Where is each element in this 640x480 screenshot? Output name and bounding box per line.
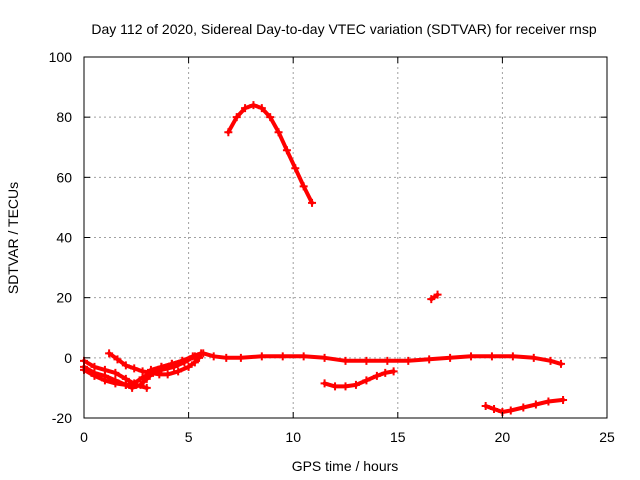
series-arc-7 — [320, 367, 398, 391]
data-point — [222, 353, 231, 362]
data-point — [121, 380, 130, 389]
data-point — [90, 371, 99, 380]
x-axis-label: GPS time / hours — [292, 458, 399, 474]
data-series — [80, 101, 568, 416]
series-arc-5 — [146, 349, 206, 374]
series-arc-9 — [481, 395, 568, 416]
y-tick-label: 80 — [56, 109, 72, 125]
data-point — [320, 353, 329, 362]
data-point — [163, 370, 172, 379]
data-point — [481, 401, 490, 410]
x-tick-label: 0 — [80, 429, 88, 445]
data-point — [136, 380, 145, 389]
data-point — [130, 364, 139, 373]
data-point — [157, 362, 166, 371]
x-tick-label: 25 — [599, 429, 615, 445]
data-point — [467, 352, 476, 361]
data-point — [299, 182, 308, 191]
data-point — [383, 356, 392, 365]
data-point — [274, 128, 283, 137]
data-point — [121, 361, 130, 370]
data-point — [404, 356, 413, 365]
data-point — [138, 367, 147, 376]
data-point — [167, 359, 176, 368]
data-point — [362, 356, 371, 365]
data-point — [224, 128, 233, 137]
data-point — [146, 365, 155, 374]
data-point — [433, 290, 442, 299]
data-point — [130, 379, 139, 388]
series-arc-8 — [427, 290, 442, 304]
data-point — [544, 397, 553, 406]
data-point — [190, 358, 199, 367]
data-point — [508, 352, 517, 361]
data-point — [529, 353, 538, 362]
data-point — [236, 353, 245, 362]
data-point — [291, 164, 300, 173]
data-point — [266, 113, 275, 122]
y-tick-label: 60 — [56, 169, 72, 185]
y-tick-label: 20 — [56, 290, 72, 306]
data-point — [556, 359, 565, 368]
data-point — [209, 352, 218, 361]
data-point — [257, 352, 266, 361]
data-point — [506, 406, 515, 415]
data-point — [282, 146, 291, 155]
x-tick-label: 5 — [185, 429, 193, 445]
data-point — [155, 370, 164, 379]
x-tick-label: 20 — [495, 429, 511, 445]
data-point — [105, 349, 114, 358]
data-point — [425, 355, 434, 364]
y-tick-label: 40 — [56, 230, 72, 246]
y-axis-label: SDTVAR / TECUs — [5, 182, 21, 294]
data-point — [100, 376, 109, 385]
data-point — [142, 383, 151, 392]
data-point — [249, 101, 258, 110]
data-point — [278, 352, 287, 361]
data-point — [320, 379, 329, 388]
data-point — [174, 367, 183, 376]
data-point — [299, 352, 308, 361]
data-point — [178, 356, 187, 365]
data-point — [351, 380, 360, 389]
data-point — [308, 198, 317, 207]
axes: 0 5 10 15 20 25 -20 0 20 40 60 80 100 — [49, 49, 615, 445]
y-tick-label: 100 — [49, 49, 73, 65]
chart-title: Day 112 of 2020, Sidereal Day-to-day VTE… — [91, 21, 596, 37]
data-point — [184, 362, 193, 371]
data-point — [531, 400, 540, 409]
data-point — [257, 104, 266, 113]
data-point — [113, 355, 122, 364]
data-point — [446, 353, 455, 362]
series-arc-3 — [80, 349, 565, 389]
data-point — [372, 371, 381, 380]
data-point — [111, 379, 120, 388]
data-point — [487, 352, 496, 361]
data-point — [490, 404, 499, 413]
data-point — [362, 376, 371, 385]
data-point — [341, 356, 350, 365]
data-point — [111, 368, 120, 377]
data-point — [546, 356, 555, 365]
x-tick-label: 15 — [390, 429, 406, 445]
data-point — [232, 113, 241, 122]
y-tick-label: -20 — [52, 410, 72, 426]
data-point — [559, 395, 568, 404]
data-point — [188, 352, 197, 361]
data-point — [241, 104, 250, 113]
x-tick-label: 10 — [285, 429, 301, 445]
y-tick-label: 0 — [64, 350, 72, 366]
data-point — [331, 382, 340, 391]
series-arc-6 — [224, 101, 317, 207]
data-point — [389, 367, 398, 376]
data-point — [197, 349, 206, 358]
data-point — [341, 382, 350, 391]
series-arc-4 — [105, 349, 204, 379]
plot-frame — [83, 56, 608, 419]
data-point — [519, 403, 528, 412]
data-point — [427, 295, 436, 304]
data-point — [381, 368, 390, 377]
